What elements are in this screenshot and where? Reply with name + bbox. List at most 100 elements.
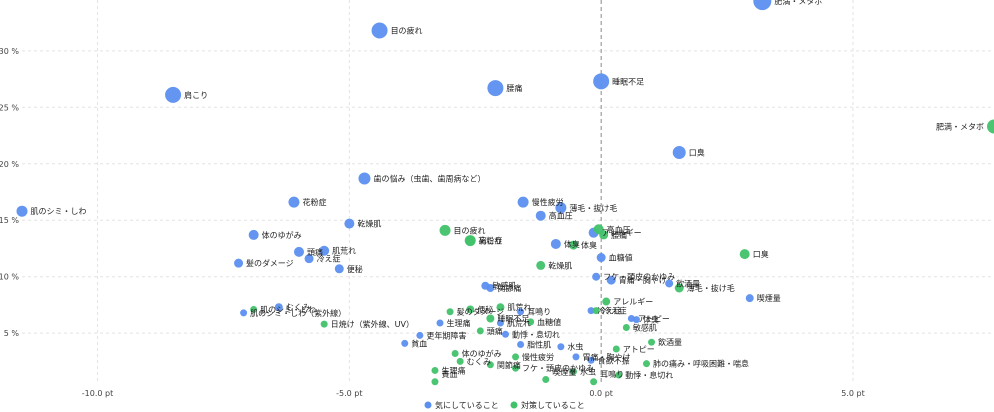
point-label: 貧血 <box>411 338 427 348</box>
x-axis-ticks: -10.0 pt -5.0 pt 0.0 pt 5.0 pt <box>82 389 865 398</box>
scatter-point <box>487 80 504 97</box>
scatter-point <box>555 202 567 214</box>
point-label: むくみ <box>467 357 491 366</box>
y-tick-label: 15 % <box>0 216 19 225</box>
scatter-point <box>344 218 355 229</box>
scatter-point <box>590 378 598 386</box>
point-label: 腰痛 <box>506 83 522 93</box>
point-label: 耳鳴り <box>600 369 624 379</box>
legend-item-label[interactable]: 気にしていること <box>435 400 499 410</box>
scatter-point <box>334 264 344 274</box>
point-label: 体のゆがみ <box>462 349 502 359</box>
scatter-point <box>274 303 283 312</box>
point-label: 髪のダメージ <box>457 307 505 317</box>
scatter-point <box>672 145 686 159</box>
point-label: 血糖値 <box>537 317 561 327</box>
scatter-point <box>550 238 561 249</box>
scatter-point <box>517 340 525 348</box>
legend[interactable]: 気にしていること 対策していること <box>424 400 585 410</box>
scatter-point <box>439 224 451 236</box>
legend-item-label[interactable]: 対策していること <box>521 400 585 410</box>
point-label: 動悸・息切れ <box>512 329 560 339</box>
scatter-point <box>615 371 623 379</box>
scatter-point <box>512 364 520 372</box>
point-label: 腰痛 <box>611 230 627 240</box>
point-label: 体臭 <box>581 240 597 250</box>
scatter-point <box>486 314 495 323</box>
scatter-point <box>587 356 595 364</box>
point-label: 肩こり <box>184 90 208 100</box>
point-label: 喫煙量 <box>552 367 576 377</box>
scatter-point <box>304 254 314 264</box>
scatter-point <box>446 308 454 316</box>
grid <box>22 0 994 384</box>
point-label: 睡眠不足 <box>497 314 529 323</box>
point-label: 体臭 <box>564 239 580 249</box>
point-label: 食欲不振 <box>598 355 630 365</box>
scatter-point <box>739 249 750 260</box>
point-label: 肺の痛み・呼吸困難・喘息 <box>653 359 749 369</box>
scatter-point <box>745 294 754 303</box>
scatter-point <box>496 303 505 312</box>
scatter-point <box>622 324 630 332</box>
point-label: フケ・頭皮のかゆみ <box>522 363 594 373</box>
scatter-point <box>512 353 520 361</box>
point-label: 頭痛 <box>487 326 503 336</box>
point-label: 薄毛・抜け毛 <box>687 283 735 293</box>
y-tick-label: 5 % <box>4 329 20 338</box>
scatter-point <box>535 210 546 221</box>
scatter-point <box>371 22 388 39</box>
point-label: 体臭 <box>643 315 659 325</box>
point-label: 肌荒れ <box>507 318 531 328</box>
scatter-point <box>496 319 504 327</box>
scatter-point <box>632 316 640 324</box>
scatter-point <box>320 320 328 328</box>
data-points <box>16 0 994 386</box>
scatter-point <box>16 205 28 217</box>
scatter-point <box>642 360 650 368</box>
scatter-point <box>753 0 772 11</box>
scatter-point <box>250 305 258 313</box>
point-label: 慢性疲労 <box>532 197 564 207</box>
y-tick-label: 25 % <box>0 103 19 112</box>
scatter-point <box>602 297 611 306</box>
point-label: 口臭 <box>753 249 769 259</box>
point-label: 肌のシミ・しわ（紫外線） <box>250 308 346 318</box>
y-tick-label: 20 % <box>0 160 19 169</box>
point-label: 乾燥肌 <box>357 219 381 229</box>
scatter-point <box>465 235 476 246</box>
data-labels: 肥満・メタボ目の疲れ睡眠不足腰痛肩こり口臭歯の悩み（虫歯、歯周病など）花粉症肌の… <box>31 0 985 380</box>
point-label: 飲酒量 <box>658 337 682 347</box>
point-label: アトピー <box>623 345 655 354</box>
point-label: 貧血 <box>441 369 457 379</box>
scatter-point <box>248 229 259 240</box>
point-label: 水虫 <box>567 342 583 352</box>
legend-marker <box>510 401 518 409</box>
point-label: 便秘 <box>347 264 363 274</box>
point-label: 高血圧 <box>607 224 631 234</box>
x-tick-label: 0.0 pt <box>589 389 612 398</box>
scatter-point <box>536 260 546 270</box>
scatter-point <box>517 308 525 316</box>
point-label: 敏感肌 <box>633 323 657 333</box>
point-label: 耳鳴り <box>527 307 551 317</box>
point-label: アトピー <box>638 314 670 323</box>
point-label: 喫煙量 <box>757 293 781 303</box>
scatter-point <box>288 196 300 208</box>
scatter-point <box>319 245 330 256</box>
point-label: 更年期障害 <box>426 330 466 340</box>
point-label: 胃痛・胸やけ <box>582 352 630 362</box>
scatter-point <box>596 253 606 263</box>
point-label: 動悸・息切れ <box>625 370 673 380</box>
point-label: 飲酒量 <box>676 278 700 288</box>
point-label: 高血圧 <box>549 211 573 221</box>
scatter-point <box>593 73 610 90</box>
scatter-point <box>416 331 424 339</box>
point-label: 生理痛 <box>441 365 465 375</box>
point-label: 肌荒れ <box>332 246 356 256</box>
scatter-point <box>436 319 444 327</box>
point-label: 肌荒れ <box>507 302 531 312</box>
point-label: 関節痛 <box>497 283 521 293</box>
scatter-point <box>592 272 601 281</box>
